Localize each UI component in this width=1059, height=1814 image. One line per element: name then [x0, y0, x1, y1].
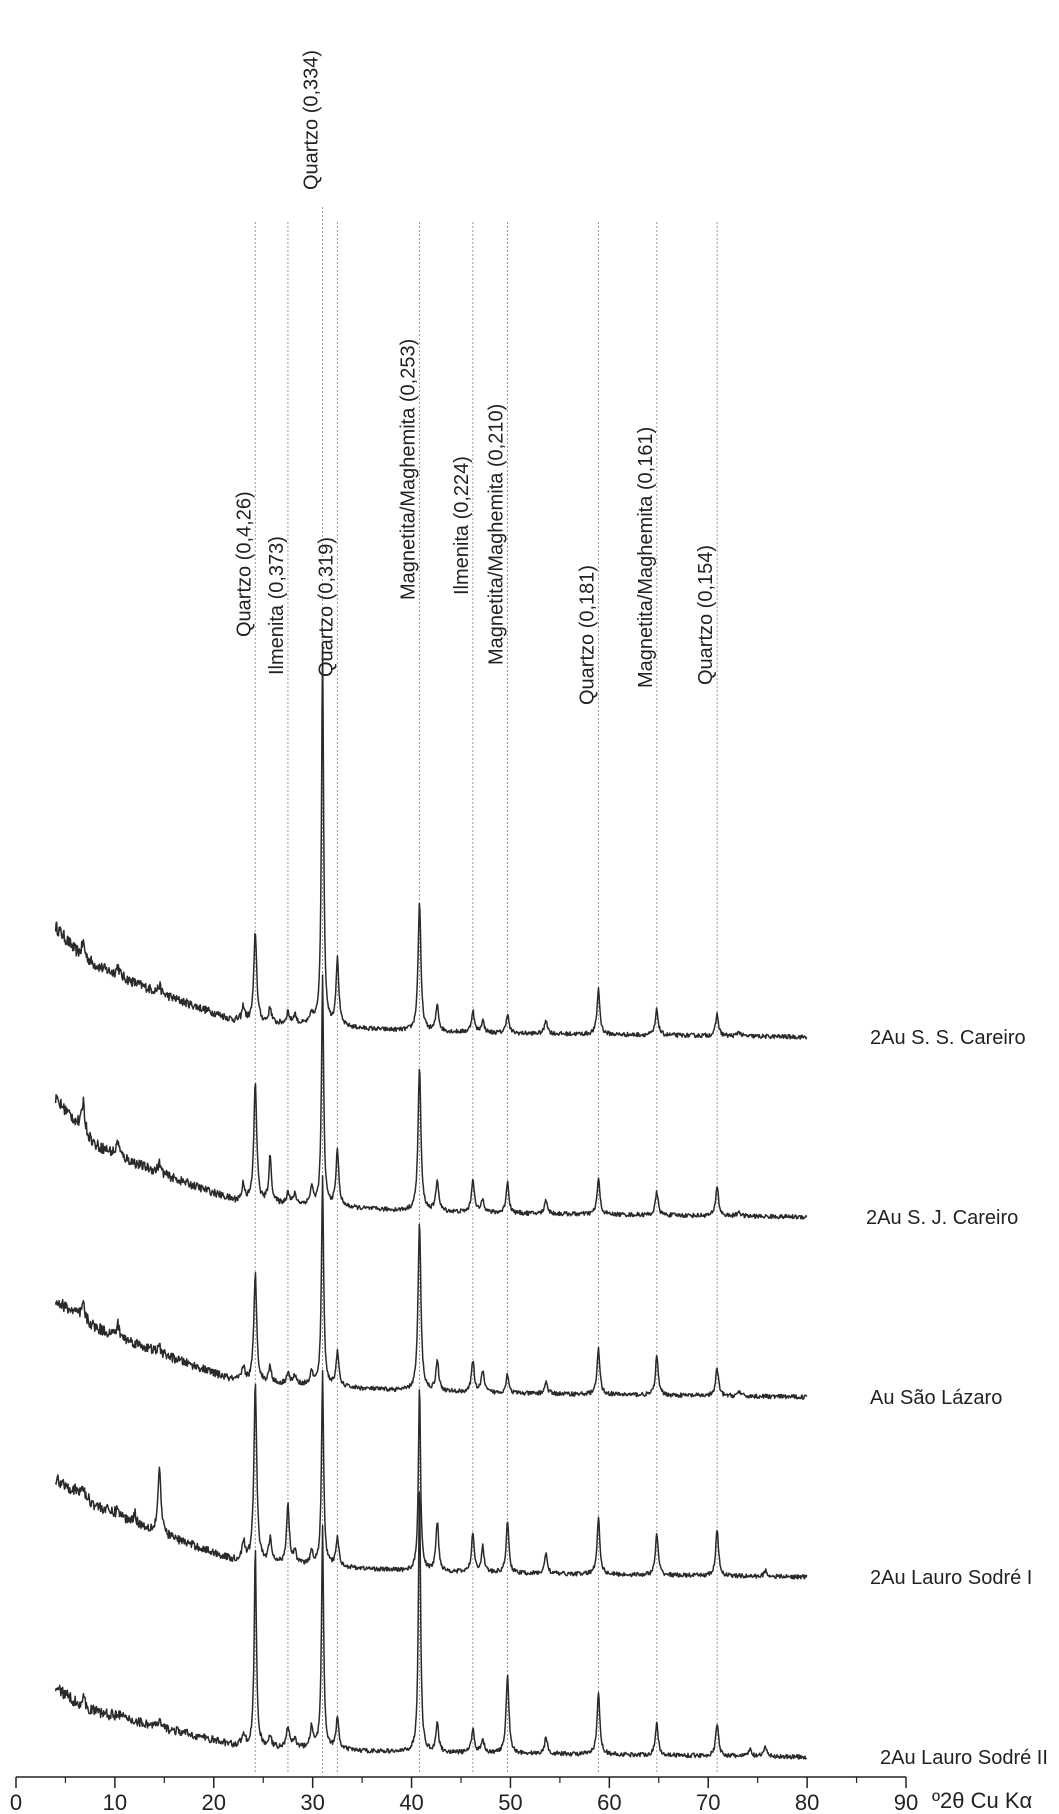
peak-label: Quartzo (0,334)	[301, 50, 323, 190]
series-label: 2Au S. J. Careiro	[866, 1207, 1018, 1229]
series-line	[54, 1369, 808, 1580]
peak-label: Ilmenita (0,373)	[266, 536, 288, 675]
reference-lines: Quartzo (0,4,26) Ilmenita (0,373) Quartzo …	[233, 50, 718, 1774]
series-label: Au São Lázaro	[870, 1387, 1002, 1409]
series-line	[54, 974, 808, 1220]
peak-label: Quartzo (0,319)	[315, 537, 337, 677]
series-label: 2Au S. S. Careiro	[870, 1027, 1026, 1049]
x-tick-label: 60	[597, 1790, 621, 1814]
peak-label: Ilmenita (0,224)	[451, 456, 473, 595]
diffraction-patterns: 2Au S. S. Careiro 2Au S. J. Careiro Au São…	[54, 643, 1048, 1769]
x-axis-label: º2θ Cu Kα	[932, 1788, 1033, 1813]
x-tick-label: 0	[10, 1790, 22, 1814]
x-tick-label: 70	[696, 1790, 720, 1814]
x-tick-label: 50	[498, 1790, 522, 1814]
series-line	[54, 1491, 808, 1760]
x-tick-label: 90	[894, 1790, 918, 1814]
peak-label: Quartzo (0,181)	[576, 565, 598, 705]
peak-label: Magnetita/Maghemita (0,161)	[635, 427, 657, 688]
x-tick-label: 40	[399, 1790, 423, 1814]
x-axis: 0 10 20 30 40 50 60 70 80 90	[10, 1776, 918, 1814]
series-label: 2Au Lauro Sodré II	[880, 1747, 1048, 1769]
series-label: 2Au Lauro Sodré I	[870, 1567, 1032, 1589]
peak-label: Quartzo (0,4,26)	[233, 491, 255, 637]
peak-label: Magnetita/Maghemita (0,253)	[397, 339, 419, 600]
series-line	[54, 1174, 808, 1400]
x-tick-label: 80	[795, 1790, 819, 1814]
peak-label: Quartzo (0,154)	[695, 545, 717, 685]
x-tick-label: 30	[300, 1790, 324, 1814]
series-line	[54, 643, 808, 1040]
peak-label: Magnetita/Maghemita (0,210)	[485, 404, 507, 665]
x-tick-label: 10	[103, 1790, 127, 1814]
x-tick-label: 20	[202, 1790, 226, 1814]
